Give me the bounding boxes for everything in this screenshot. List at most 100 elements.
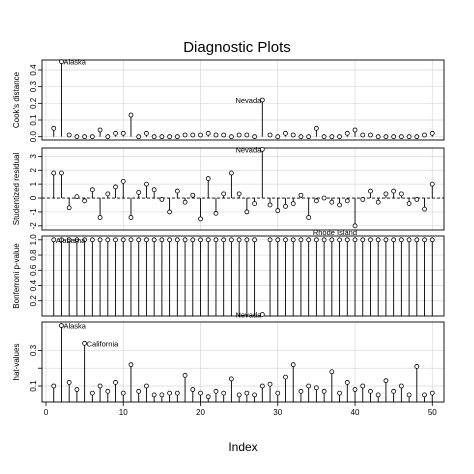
data-point <box>174 390 180 396</box>
data-point <box>306 215 312 220</box>
data-point <box>383 237 389 243</box>
data-point <box>51 125 57 131</box>
data-point <box>113 237 118 243</box>
data-point <box>391 188 397 194</box>
data-point <box>120 178 126 184</box>
data-point <box>120 237 126 243</box>
data-point <box>136 190 142 195</box>
data-point <box>414 364 420 369</box>
data-point <box>236 237 242 243</box>
data-point <box>383 134 389 140</box>
data-point <box>97 215 103 220</box>
data-point <box>313 198 319 204</box>
data-point <box>151 392 157 398</box>
y-tick-label: 0.4 <box>29 279 38 291</box>
data-point <box>229 170 234 176</box>
point-annotation: California <box>87 339 120 348</box>
data-point <box>429 181 435 187</box>
data-point <box>89 237 95 243</box>
panel-2: -2 -1 0 1 2 3 Studentized residual Nevada Rhode … <box>12 145 445 237</box>
data-point <box>128 215 134 220</box>
data-point <box>383 378 389 384</box>
data-point <box>321 388 327 394</box>
data-point <box>128 362 134 368</box>
data-point <box>321 195 327 201</box>
data-point <box>66 132 72 138</box>
data-point <box>414 197 420 202</box>
data-point <box>391 134 397 140</box>
y-tick-label: -2 <box>29 222 38 230</box>
data-point <box>329 369 335 375</box>
data-point <box>82 198 88 204</box>
data-point <box>252 392 257 398</box>
data-point <box>167 209 173 215</box>
data-point <box>205 130 211 136</box>
data-point <box>167 134 173 140</box>
data-point <box>105 191 111 197</box>
panel-3: 0.2 0.4 0.6 0.8 1.0 Bonferroni p-value Alabama… <box>12 234 445 319</box>
data-point <box>198 132 203 138</box>
data-point <box>267 237 273 243</box>
data-point <box>113 130 118 136</box>
data-point <box>275 237 281 243</box>
data-point <box>290 362 296 368</box>
data-point <box>344 237 350 243</box>
data-point <box>128 237 134 243</box>
data-point <box>82 134 88 140</box>
data-point <box>283 203 288 209</box>
y-tick-label: 1 <box>29 181 38 186</box>
data-point <box>89 187 95 193</box>
x-tick-label: 20 <box>196 408 205 417</box>
data-point <box>375 199 381 205</box>
data-point <box>229 237 234 243</box>
data-point <box>360 197 366 202</box>
data-point <box>368 132 373 138</box>
data-point <box>267 381 273 387</box>
data-point <box>151 237 157 243</box>
data-point <box>159 134 165 140</box>
data-point <box>429 130 435 136</box>
data-point <box>344 380 350 385</box>
data-point <box>89 134 95 140</box>
data-point <box>198 216 203 222</box>
data-point <box>252 237 257 243</box>
data-point <box>151 187 157 193</box>
data-point <box>221 237 227 243</box>
point-annotation: Nevada <box>235 310 262 319</box>
data-point <box>82 340 88 346</box>
data-point <box>375 134 381 140</box>
data-point <box>259 146 265 152</box>
data-point <box>167 390 173 396</box>
y-tick-label: 0.0 <box>29 131 38 143</box>
data-point <box>360 132 366 138</box>
data-point <box>66 205 72 211</box>
data-point <box>267 202 273 208</box>
data-point <box>398 237 404 243</box>
data-point <box>306 383 312 389</box>
data-point <box>406 392 412 398</box>
data-point <box>391 388 397 394</box>
data-point <box>283 374 288 380</box>
data-point <box>198 237 203 243</box>
y-tick-label: 3 <box>29 154 38 159</box>
y-tick-label: 0 <box>29 195 38 200</box>
data-point <box>344 198 350 204</box>
data-point <box>422 237 427 243</box>
data-point <box>236 132 242 138</box>
data-point <box>144 237 149 243</box>
y-tick-label: 0.3 <box>29 81 38 93</box>
data-point <box>213 132 219 138</box>
data-point <box>244 209 250 215</box>
y-tick-label: 0.6 <box>29 264 38 276</box>
data-point <box>313 385 319 391</box>
data-point <box>167 237 173 243</box>
data-point <box>136 237 142 243</box>
data-point <box>368 188 373 194</box>
point-annotation: Nevada <box>235 96 262 105</box>
data-point <box>120 130 126 136</box>
data-point <box>267 132 273 138</box>
data-point <box>283 237 288 243</box>
data-point <box>221 132 227 138</box>
x-axis: 0 10 20 30 40 50 <box>44 402 437 417</box>
